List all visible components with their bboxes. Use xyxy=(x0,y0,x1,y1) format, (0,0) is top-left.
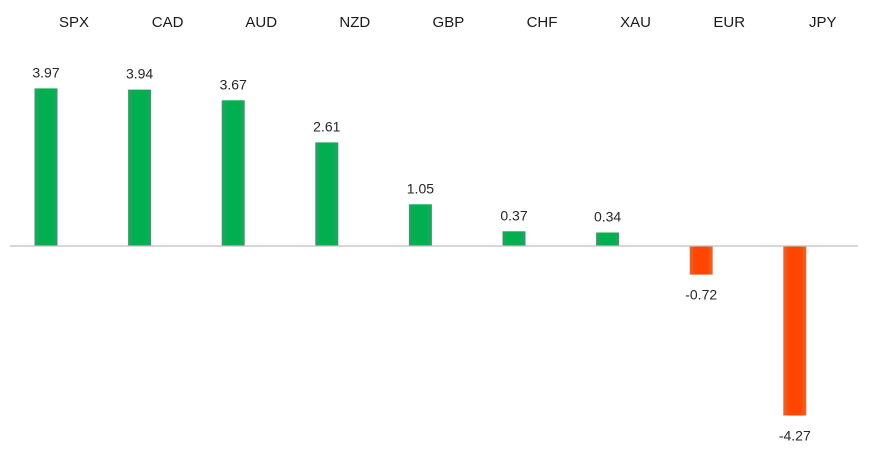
category-label-cad: CAD xyxy=(152,14,184,31)
value-label-gbp: 1.05 xyxy=(407,180,434,196)
value-label-jpy: -4.27 xyxy=(779,428,811,444)
category-label-gbp: GBP xyxy=(433,14,465,31)
value-label-spx: 3.97 xyxy=(32,64,59,80)
value-label-chf: 0.37 xyxy=(500,207,527,223)
bar-xau xyxy=(596,232,620,246)
category-label-spx: SPX xyxy=(59,14,89,31)
category-labels: SPX CAD AUD NZD GBP CHF XAU EUR JPY xyxy=(59,14,837,31)
bar-eur xyxy=(689,246,713,275)
bar-cad xyxy=(128,89,152,246)
bar-gbp xyxy=(408,204,432,246)
bar-chf xyxy=(502,231,526,246)
bar-jpy xyxy=(783,246,807,416)
bar-aud xyxy=(221,100,245,246)
value-label-xau: 0.34 xyxy=(594,209,621,225)
value-label-nzd: 2.61 xyxy=(313,118,340,134)
category-label-nzd: NZD xyxy=(339,14,370,31)
bar-nzd xyxy=(315,142,339,246)
category-label-xau: XAU xyxy=(620,14,651,31)
value-labels: 3.97 3.94 3.67 2.61 1.05 0.37 0.34 -0.72 -4.27 xyxy=(32,64,811,443)
category-label-jpy: JPY xyxy=(809,14,837,31)
category-label-chf: CHF xyxy=(527,14,558,31)
category-label-eur: EUR xyxy=(713,14,745,31)
bars-layer xyxy=(34,88,807,416)
bar-spx xyxy=(34,88,58,247)
value-label-aud: 3.67 xyxy=(220,76,247,92)
value-label-eur: -0.72 xyxy=(685,287,717,303)
value-label-cad: 3.94 xyxy=(126,66,153,82)
category-label-aud: AUD xyxy=(245,14,277,31)
